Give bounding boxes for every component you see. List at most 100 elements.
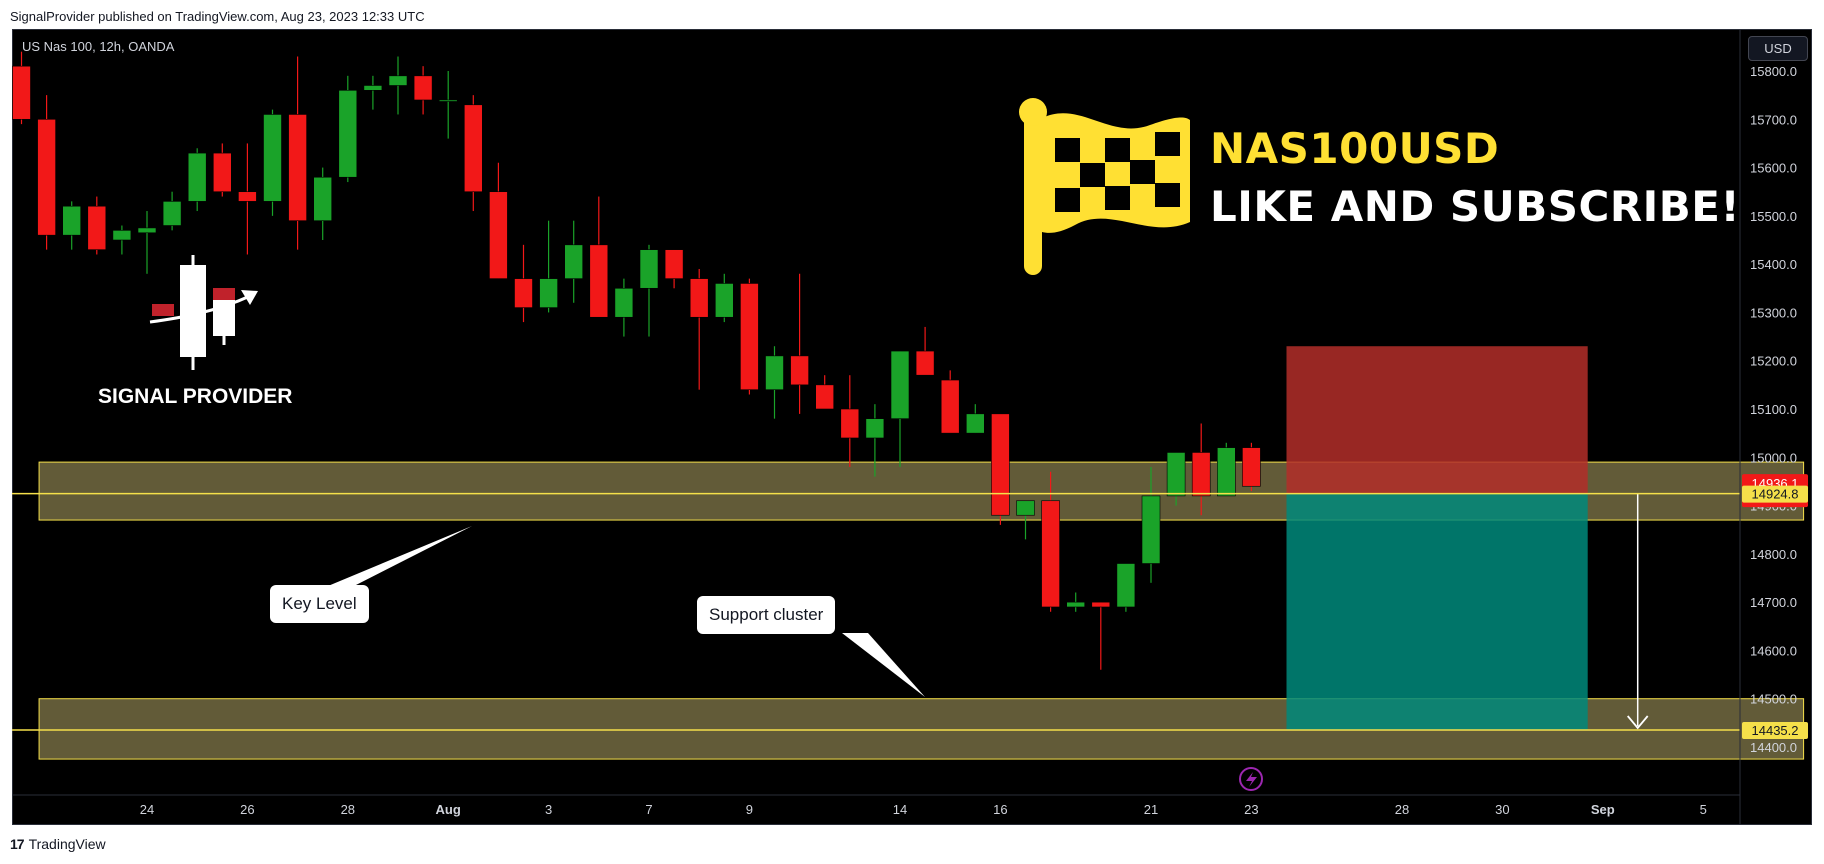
candle[interactable]: [137, 211, 157, 274]
candle[interactable]: [238, 143, 257, 255]
candle[interactable]: [589, 196, 609, 318]
y-tick-label: 14500.0: [1750, 692, 1797, 707]
candle[interactable]: [664, 249, 684, 289]
candle-body: [12, 65, 31, 120]
candle[interactable]: [489, 162, 508, 279]
candle-body: [991, 413, 1010, 516]
candle[interactable]: [840, 375, 860, 467]
candle[interactable]: [1016, 500, 1035, 540]
candle[interactable]: [187, 148, 207, 212]
candle[interactable]: [815, 375, 835, 410]
candle-body: [865, 418, 885, 439]
symbol-info[interactable]: US Nas 100, 12h, OANDA: [22, 39, 175, 54]
candle[interactable]: [1217, 442, 1236, 497]
candle[interactable]: [1242, 442, 1261, 492]
candle[interactable]: [313, 167, 333, 240]
flag-check: [1055, 138, 1080, 162]
candle[interactable]: [991, 413, 1010, 525]
candle[interactable]: [940, 370, 960, 434]
price-label-0[interactable]: [1742, 485, 1808, 503]
candle[interactable]: [564, 220, 584, 303]
candle-body: [689, 278, 709, 318]
candle-body: [137, 227, 157, 234]
candle[interactable]: [388, 56, 408, 115]
x-tick-label: 14: [893, 802, 907, 817]
candle[interactable]: [890, 350, 910, 467]
candle-body: [87, 205, 107, 250]
candle[interactable]: [790, 273, 809, 414]
candle[interactable]: [87, 196, 107, 255]
candle[interactable]: [1141, 466, 1161, 583]
currency-button[interactable]: USD: [1748, 36, 1808, 61]
candle[interactable]: [363, 75, 383, 110]
flag-check: [1105, 186, 1130, 210]
candle[interactable]: [1091, 601, 1111, 670]
candle[interactable]: [965, 404, 985, 434]
callout-key-level[interactable]: Key Level: [270, 585, 369, 623]
logo-arrow-head: [241, 290, 258, 305]
y-tick-label: 15600.0: [1750, 161, 1797, 176]
candle-body: [514, 278, 533, 308]
candle-body: [790, 355, 809, 386]
candle[interactable]: [162, 191, 182, 231]
signal-provider-logo-icon: [149, 255, 258, 370]
candle-body: [539, 278, 558, 308]
candle[interactable]: [1116, 563, 1136, 612]
candle[interactable]: [463, 95, 483, 212]
candle-body: [263, 114, 282, 202]
candle[interactable]: [865, 404, 885, 477]
flag-check: [1105, 138, 1130, 162]
candle[interactable]: [37, 95, 56, 250]
candle[interactable]: [539, 220, 558, 313]
candle-body: [1066, 601, 1085, 608]
candle[interactable]: [12, 51, 31, 125]
flag-finial: [1019, 98, 1047, 126]
candle[interactable]: [915, 326, 935, 376]
candle-body: [413, 75, 433, 101]
candle[interactable]: [1066, 592, 1085, 612]
x-tick-label: 28: [1395, 802, 1409, 817]
candle[interactable]: [639, 244, 659, 337]
x-tick-label: 7: [645, 802, 652, 817]
logo-red-bar: [213, 288, 235, 300]
candle[interactable]: [514, 244, 533, 323]
callout-support-cluster[interactable]: Support cluster: [697, 596, 836, 634]
candle-body: [1242, 447, 1261, 487]
lightning-icon[interactable]: [1239, 767, 1263, 791]
candle[interactable]: [689, 268, 709, 390]
candle[interactable]: [263, 109, 282, 216]
tradingview-brand[interactable]: 17 TradingView: [10, 836, 106, 852]
y-tick-label: 15100.0: [1750, 402, 1797, 417]
callout-support-pointer: [842, 633, 925, 697]
candle[interactable]: [1191, 423, 1211, 516]
candle[interactable]: [614, 278, 634, 337]
x-tick-label: Aug: [436, 802, 461, 817]
x-tick-label: 24: [140, 802, 154, 817]
candle-body: [589, 244, 609, 318]
position-stop-zone[interactable]: [1286, 346, 1588, 494]
candle[interactable]: [112, 225, 132, 255]
candle-body: [714, 283, 734, 318]
candle[interactable]: [62, 201, 82, 250]
price-label-1[interactable]: [1742, 722, 1808, 740]
candle[interactable]: [1041, 471, 1060, 612]
down-arrow-icon: [1627, 715, 1649, 730]
candle[interactable]: [740, 278, 759, 395]
position-target-zone[interactable]: [1286, 493, 1588, 731]
candle-body: [288, 114, 307, 221]
candle[interactable]: [438, 71, 458, 139]
logo-arrow: [149, 294, 251, 324]
candle-body: [1141, 495, 1161, 564]
candle[interactable]: [714, 273, 734, 323]
candle[interactable]: [1166, 452, 1186, 506]
candle-body: [112, 230, 132, 241]
candle[interactable]: [338, 75, 358, 183]
candle-body: [213, 152, 232, 193]
candle[interactable]: [413, 66, 433, 115]
callout-key-level-pointer: [328, 526, 472, 586]
candle[interactable]: [765, 346, 784, 419]
candle-body: [162, 201, 182, 226]
candle[interactable]: [288, 56, 307, 250]
candle[interactable]: [213, 143, 232, 197]
